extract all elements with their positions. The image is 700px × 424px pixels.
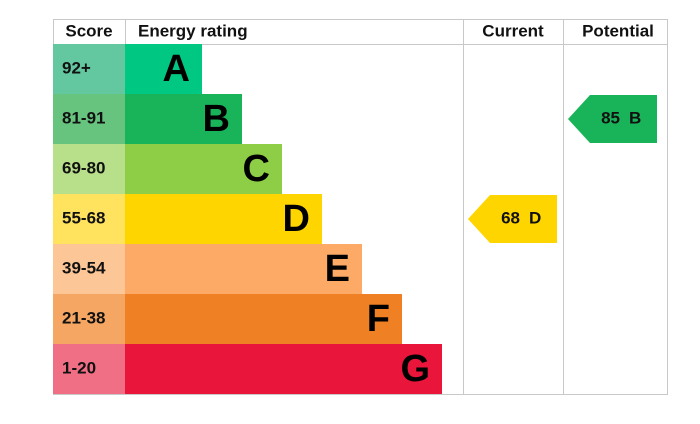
rating-bar <box>125 144 282 194</box>
rating-letter: A <box>163 48 190 90</box>
rating-letter: G <box>400 348 430 390</box>
rating-letter: E <box>325 248 350 290</box>
current-score: 68 <box>501 208 520 227</box>
rating-letter: D <box>283 198 310 240</box>
potential-score: 85 <box>601 108 620 127</box>
rating-bar <box>125 194 322 244</box>
score-cell <box>53 44 125 94</box>
score-range: 39-54 <box>62 258 106 277</box>
score-cell <box>53 344 125 394</box>
score-range: 1-20 <box>62 358 96 377</box>
current-letter: D <box>529 208 541 227</box>
score-cell <box>53 94 125 144</box>
potential-arrow <box>568 95 657 143</box>
rating-bar <box>125 44 202 94</box>
score-range: 69-80 <box>62 158 105 177</box>
score-cell <box>53 144 125 194</box>
score-cell <box>53 194 125 244</box>
score-range: 55-68 <box>62 208 105 227</box>
rating-bar <box>125 94 242 144</box>
score-header: Score <box>65 21 112 40</box>
score-cell <box>53 244 125 294</box>
rating-bar <box>125 244 362 294</box>
current-header: Current <box>482 21 544 40</box>
potential-letter: B <box>629 108 641 127</box>
rating-bar <box>125 344 442 394</box>
potential-header: Potential <box>582 21 654 40</box>
score-range: 92+ <box>62 58 91 77</box>
rating-letter: C <box>243 148 270 190</box>
current-arrow <box>468 195 557 243</box>
rating-letter: B <box>203 98 230 140</box>
score-range: 21-38 <box>62 308 105 327</box>
rating-letter: F <box>367 298 390 340</box>
score-range: 81-91 <box>62 108 105 127</box>
score-cell <box>53 294 125 344</box>
rating-bar <box>125 294 402 344</box>
rating-header: Energy rating <box>138 21 248 40</box>
